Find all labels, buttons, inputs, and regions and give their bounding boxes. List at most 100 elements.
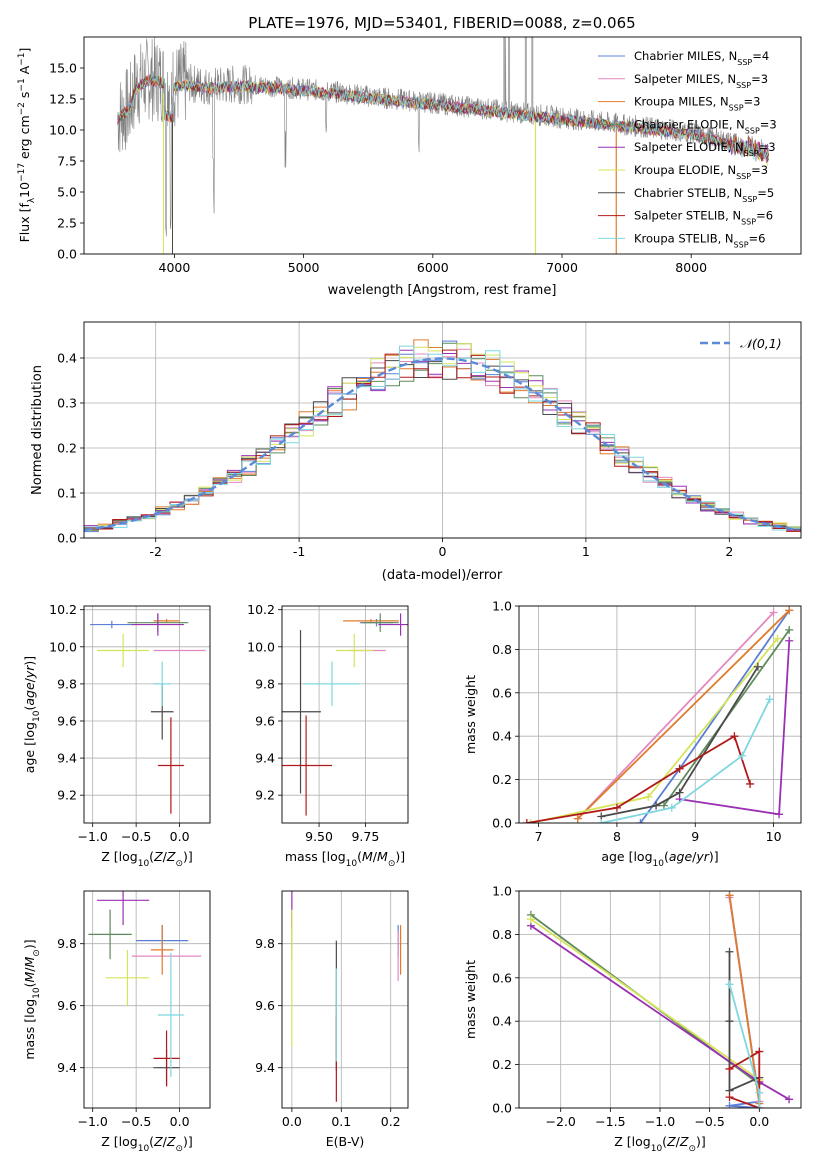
mass-weight-series: [725, 891, 764, 1108]
y-axis-label: mass [log10(M/M⊙)]: [22, 939, 42, 1059]
y-tick-label: 0.3: [57, 396, 77, 411]
x-tick-label: 8000: [675, 260, 707, 275]
x-tick-label: 9: [691, 829, 699, 844]
series-marker: [725, 1093, 734, 1102]
series-marker: [730, 732, 739, 741]
series-marker: [785, 1095, 794, 1104]
series-marker: [526, 819, 535, 823]
errorbar-point: [150, 925, 174, 975]
grid: [282, 891, 408, 1108]
series-marker: [785, 606, 794, 615]
errorbar-point: [335, 633, 373, 668]
series-marker: [775, 810, 784, 819]
x-tick-label: 9.50: [305, 829, 333, 844]
legend-entry: Salpeter STELIB, NSSP=6: [634, 209, 773, 227]
errorbar-point: [153, 661, 171, 707]
mass-weight-series: [526, 915, 764, 1084]
y-tick-label: 5.0: [57, 185, 77, 200]
series-marker: [644, 792, 653, 801]
x-tick-label: 1: [582, 544, 590, 559]
x-tick-label: -1: [293, 544, 305, 559]
series-marker: [725, 1101, 734, 1108]
y-tick-label: 0.0: [492, 1101, 512, 1116]
y-tick-label: 10.0: [49, 123, 77, 138]
plot-area: [88, 891, 202, 1087]
y-axis-label: mass weight: [463, 960, 478, 1039]
y-tick-label: 10.0: [247, 639, 275, 654]
y-tick-label: 0.1: [57, 486, 77, 501]
errorbar-point: [378, 613, 408, 636]
series-marker: [659, 801, 668, 810]
errorbar-point: [153, 1030, 180, 1087]
grid: [282, 606, 408, 823]
errorbar-point: [88, 909, 132, 960]
axes-frame: [281, 890, 409, 1109]
x-tick-label: 10: [766, 829, 782, 844]
y-tick-label: 9.6: [255, 998, 275, 1013]
x-axis-label: E(B-V): [326, 1134, 365, 1149]
y-tick-label: 9.8: [255, 676, 275, 691]
x-tick-label: −1.0: [78, 829, 108, 844]
errorbar-point: [282, 715, 333, 816]
errorbar-point: [157, 953, 184, 1077]
y-tick-label: 9.6: [57, 998, 77, 1013]
series-marker: [612, 803, 621, 812]
data-spectrum-line: [117, 37, 769, 237]
y-tick-label: 0.0: [492, 816, 512, 831]
series-line: [530, 637, 779, 823]
series-line: [530, 918, 760, 1081]
plot-area: [90, 613, 206, 814]
y-axis-label: Normed distribution: [30, 365, 45, 495]
series-marker: [769, 608, 778, 617]
legend-entry: 𝒩(0,1): [740, 336, 782, 351]
series-line: [728, 895, 761, 1104]
age-vs-metallicity-plot: −1.0 −0.5 0.0 9.2 9.4 9.6 9.8 10.0 10.2 Z [log10(…: [22, 602, 211, 869]
series-marker: [725, 891, 734, 900]
mass-weight-series: [725, 980, 764, 1108]
x-tick-label: −2.0: [546, 1114, 576, 1129]
x-axis-label: wavelength [Angstrom, rest frame]: [328, 283, 557, 298]
legend-entry: Salpeter MILES, NSSP=3: [634, 72, 768, 90]
y-tick-label: 10.2: [247, 602, 275, 617]
y-tick-label: 1.0: [492, 884, 512, 899]
series-marker: [725, 1017, 734, 1026]
y-tick-label: 9.8: [57, 676, 77, 691]
series-line: [577, 609, 790, 820]
series-marker: [755, 1104, 764, 1108]
y-tick-label: 0.0: [57, 247, 77, 262]
legend-entry: Kroupa STELIB, NSSP=6: [634, 231, 765, 249]
x-tick-label: 9.75: [351, 829, 379, 844]
y-tick-label: 9.4: [255, 1060, 275, 1075]
y-tick-label: 0.0: [57, 531, 77, 546]
y-tick-label: 0.8: [492, 642, 512, 657]
age-vs-mass-plot: 9.50 9.75 9.2 9.4 9.6 9.8 10.0 10.2 mass [log10(…: [247, 602, 409, 869]
x-tick-label: −0.5: [121, 1114, 151, 1129]
mass-weight-series: [526, 634, 782, 823]
axes-frame: [83, 36, 802, 255]
normal-curve: [84, 357, 799, 532]
series-marker: [746, 779, 755, 788]
series-marker: [765, 695, 774, 704]
y-tick-label: 10.0: [49, 639, 77, 654]
y-tick-label: 9.2: [255, 788, 275, 803]
y-tick-label: 12.5: [49, 92, 77, 107]
axes-frame: [518, 890, 802, 1109]
model-spectrum-line: [117, 74, 770, 162]
series-marker: [636, 819, 645, 823]
x-tick-label: 6000: [417, 260, 449, 275]
series-marker: [526, 915, 535, 924]
legend-entry: Kroupa ELODIE, NSSP=3: [634, 163, 768, 181]
y-tick-label: 10.2: [49, 602, 77, 617]
y-tick-label: 1.0: [492, 599, 512, 614]
plot-area: [84, 339, 801, 533]
x-tick-label: 7000: [546, 260, 578, 275]
y-axis-label: age [log10(age/yr)]: [22, 656, 42, 773]
axes-frame: [83, 321, 802, 539]
series-line: [729, 1050, 761, 1108]
y-tick-label: 9.8: [57, 936, 77, 951]
mass-weight-series: [522, 732, 755, 823]
errorbar-point: [157, 717, 184, 814]
y-tick-label: 0.2: [492, 772, 512, 787]
errorbar-point: [90, 620, 134, 629]
y-tick-label: 9.4: [57, 1060, 77, 1075]
